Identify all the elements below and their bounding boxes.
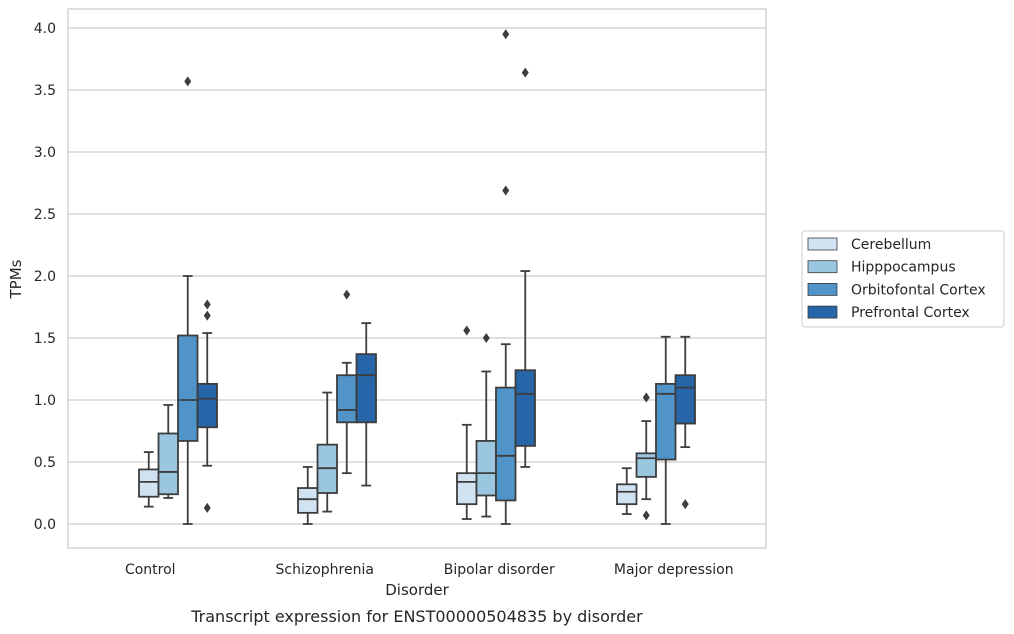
y-tick-label: 4.0: [34, 21, 56, 37]
y-tick-label: 0.0: [34, 517, 56, 533]
x-axis-title: Disorder: [385, 581, 449, 599]
box-iqr: [514, 369, 536, 447]
figure-caption: Transcript expression for ENST0000050483…: [190, 607, 643, 626]
legend: Cerebellum Hipppocampus Orbitofontal Corte…: [801, 230, 1005, 328]
legend-label: Cerebellum: [851, 237, 931, 253]
box-iqr: [475, 440, 497, 497]
y-axis-ticks: 0.0 0.5 1.0 1.5 2.0 2.5 3.0 3.5 4.0: [34, 21, 56, 533]
y-axis-title: TPMs: [7, 259, 25, 299]
x-axis-ticks: Control Schizophrenia Bipolar disorder Majo…: [125, 562, 734, 578]
box-prefrontal-cortex-1: [355, 322, 377, 487]
box-hipppocampus-1: [316, 391, 338, 513]
outlier-point: [343, 289, 351, 300]
outlier-point: [463, 325, 471, 336]
box-hipppocampus-2: [475, 333, 497, 518]
box-hipppocampus-0: [157, 404, 179, 499]
y-tick-label: 0.5: [34, 455, 56, 471]
box-iqr: [297, 487, 319, 514]
outlier-point: [203, 299, 211, 310]
legend-label: Orbitofontal Cortex: [851, 282, 986, 298]
box-iqr: [157, 432, 179, 496]
legend-swatch: [807, 282, 838, 296]
box-iqr: [616, 483, 638, 506]
outlier-point: [203, 502, 211, 513]
box-prefrontal-cortex-2: [514, 67, 536, 468]
outlier-point: [502, 185, 510, 196]
box-cerebellum-3: [616, 467, 638, 515]
outlier-point: [521, 67, 529, 78]
x-tick-label: Bipolar disorder: [444, 562, 555, 578]
outlier-point: [642, 510, 650, 521]
plot-frame: [67, 8, 767, 549]
y-tick-label: 3.0: [34, 145, 56, 161]
outlier-point: [681, 499, 689, 510]
box-cerebellum-2: [456, 325, 478, 520]
x-tick-label: Major depression: [614, 562, 734, 578]
box-orbitofontal-cortex-1: [336, 289, 358, 475]
box-iqr: [495, 386, 517, 502]
legend-label: Prefrontal Cortex: [851, 305, 970, 321]
box-cerebellum-1: [297, 466, 319, 525]
legend-swatch: [807, 237, 838, 251]
box-iqr: [138, 468, 160, 498]
legend-frame: [801, 230, 1005, 328]
x-tick-label: Control: [125, 562, 176, 578]
y-tick-label: 1.5: [34, 331, 56, 347]
box-iqr: [355, 353, 377, 424]
box-iqr: [674, 374, 696, 425]
box-iqr: [635, 452, 657, 478]
outlier-point: [203, 310, 211, 321]
box-iqr: [655, 382, 677, 461]
box-iqr: [196, 382, 218, 429]
outlier-point: [184, 76, 192, 87]
outlier-point: [642, 392, 650, 403]
y-tick-label: 2.5: [34, 207, 56, 223]
outlier-point: [482, 333, 490, 343]
box-iqr: [177, 334, 199, 442]
y-tick-label: 2.0: [34, 269, 56, 285]
y-tick-label: 3.5: [34, 83, 56, 99]
legend-swatch: [807, 260, 838, 274]
box-iqr: [456, 472, 478, 506]
boxes: [138, 29, 696, 525]
x-tick-label: Schizophrenia: [276, 562, 374, 578]
y-tick-label: 1.0: [34, 393, 56, 409]
box-iqr: [336, 374, 358, 424]
box-hipppocampus-3: [635, 392, 657, 521]
outlier-point: [502, 29, 510, 40]
legend-label: Hipppocampus: [851, 260, 956, 276]
legend-swatch: [807, 305, 838, 319]
box-prefrontal-cortex-0: [196, 299, 218, 513]
box-prefrontal-cortex-3: [674, 335, 696, 510]
